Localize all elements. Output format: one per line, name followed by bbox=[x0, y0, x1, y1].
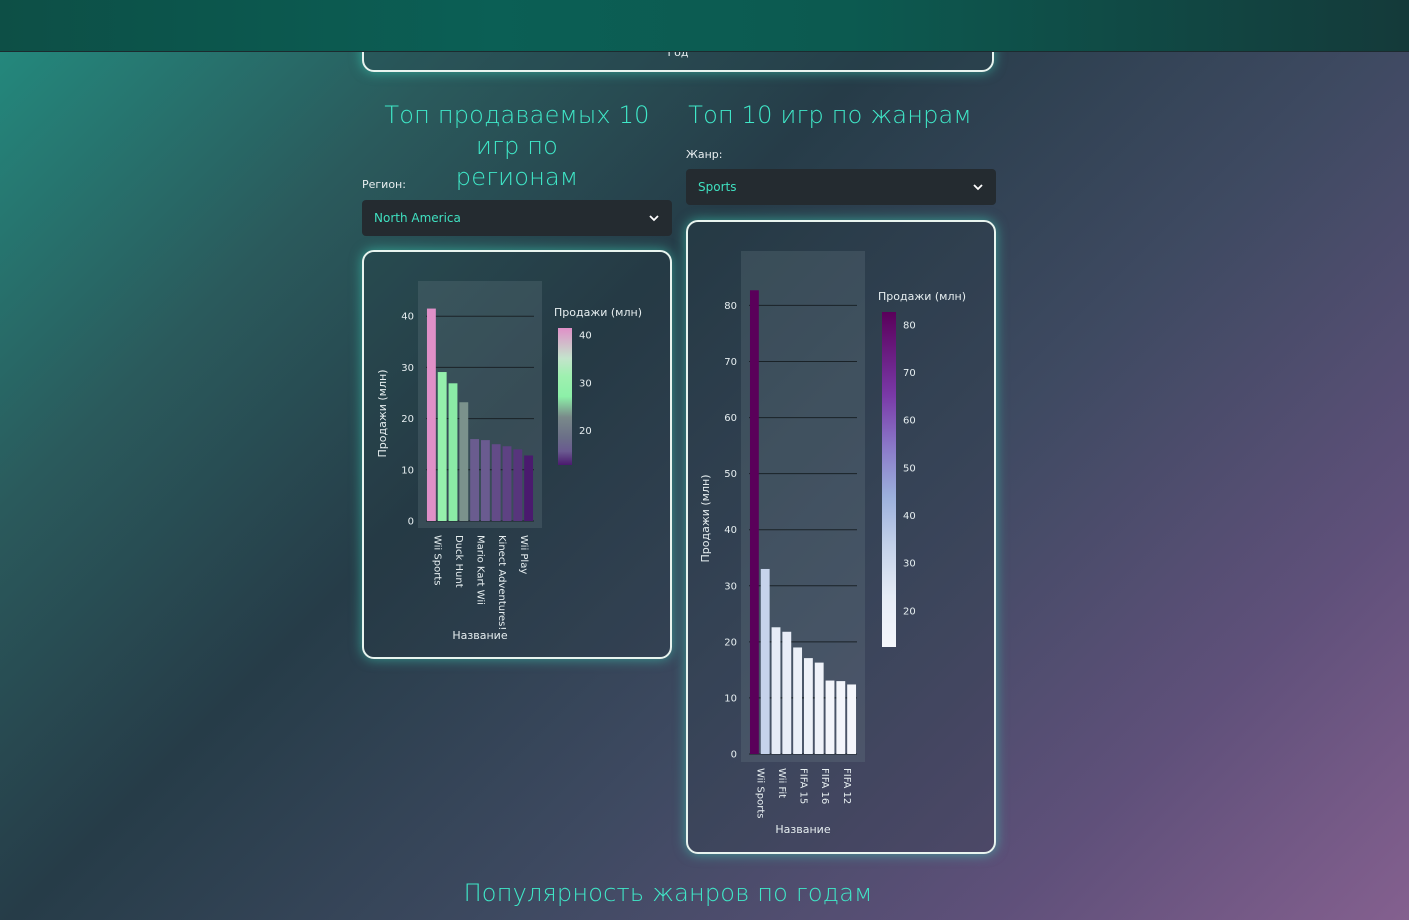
genre-top10-bar-chart: 0 10 20 30 40 50 60 70 80 Wii Sports Wii Fit FIFA 1… bbox=[699, 251, 966, 836]
x-axis-title: Название bbox=[775, 823, 830, 836]
colorbar-tick-label: 20 bbox=[579, 426, 592, 437]
y-tick-label: 60 bbox=[724, 413, 737, 424]
genre-dropdown[interactable]: Sports bbox=[686, 169, 996, 205]
bar bbox=[803, 658, 813, 754]
bar bbox=[437, 372, 447, 521]
x-tick-label: Kinect Adventures! bbox=[496, 535, 507, 630]
colorbar-tick-label: 50 bbox=[903, 463, 916, 474]
y-axis-title: Продажи (млн) bbox=[699, 475, 712, 563]
bar bbox=[480, 440, 490, 521]
y-tick-label: 30 bbox=[401, 363, 414, 374]
x-tick-label: FIFA 15 bbox=[798, 768, 809, 804]
colorbar-tick-label: 70 bbox=[903, 368, 916, 379]
genre-label: Жанр: bbox=[686, 148, 723, 161]
y-tick-label: 20 bbox=[724, 637, 737, 648]
y-tick-label: 80 bbox=[724, 301, 737, 312]
chart-1: 0 10 20 30 40 50 60 70 80 Wii Sports Wii Fit FIFA 1… bbox=[699, 251, 966, 836]
y-tick-label: 0 bbox=[731, 750, 737, 761]
genre-section-title: Топ 10 игр по жанрам bbox=[688, 101, 972, 129]
y-tick-label: 70 bbox=[724, 357, 737, 368]
top-navbar bbox=[0, 0, 1409, 52]
x-tick-label: Duck Hunt bbox=[453, 535, 464, 588]
bar bbox=[502, 446, 512, 521]
y-tick-label: 0 bbox=[408, 517, 414, 528]
x-tick-label: FIFA 16 bbox=[819, 768, 830, 804]
colorbar-tick-label: 40 bbox=[579, 331, 592, 342]
bar bbox=[782, 631, 792, 754]
region-top10-bar-chart: 0 10 20 30 40 Wii Sports Duck Hunt Mario Kart W… bbox=[376, 281, 642, 642]
bar bbox=[459, 402, 469, 521]
chevron-down-icon bbox=[649, 215, 659, 222]
chevron-down-icon bbox=[973, 184, 983, 191]
bar bbox=[749, 290, 759, 754]
x-tick-label: Wii Fit bbox=[776, 768, 787, 798]
plot-background bbox=[418, 281, 542, 528]
region-title-line1: Топ продаваемых 10 игр по bbox=[384, 101, 650, 160]
colorbar-tick-label: 60 bbox=[903, 416, 916, 427]
colorbar-title: Продажи (млн) bbox=[554, 306, 642, 319]
bar bbox=[771, 627, 781, 754]
x-tick-label: Wii Play bbox=[518, 535, 529, 574]
region-title-line2: регионам bbox=[455, 163, 579, 191]
y-tick-label: 40 bbox=[724, 525, 737, 536]
bar bbox=[426, 308, 436, 521]
bar bbox=[513, 449, 523, 521]
genre-chart-card: 0 10 20 30 40 50 60 70 80 Wii Sports Wii Fit FIFA 1… bbox=[686, 220, 996, 854]
bar bbox=[836, 681, 846, 754]
genre-popularity-title: Популярность жанров по годам bbox=[463, 879, 873, 907]
bar bbox=[793, 647, 803, 754]
y-tick-label: 10 bbox=[401, 465, 414, 476]
y-tick-label: 20 bbox=[401, 414, 414, 425]
y-tick-label: 50 bbox=[724, 469, 737, 480]
genre-selected-value: Sports bbox=[698, 180, 737, 194]
colorbar-tick-label: 20 bbox=[903, 606, 916, 617]
y-tick-label: 40 bbox=[401, 312, 414, 323]
x-tick-label: Wii Sports bbox=[431, 535, 442, 585]
x-axis-title: Название bbox=[452, 629, 507, 642]
region-chart-card: 0 10 20 30 40 Wii Sports Duck Hunt Mario Kart W… bbox=[362, 250, 672, 659]
colorbar-title: Продажи (млн) bbox=[878, 290, 966, 303]
x-tick-label: Mario Kart Wii bbox=[475, 535, 486, 605]
colorbar-tick-label: 30 bbox=[903, 559, 916, 570]
x-tick-label: FIFA 12 bbox=[841, 768, 852, 804]
bar bbox=[825, 680, 835, 754]
colorbar-tick-label: 40 bbox=[903, 511, 916, 522]
region-selected-value: North America bbox=[374, 211, 461, 225]
region-label: Регион: bbox=[362, 178, 406, 191]
colorbar bbox=[558, 328, 572, 465]
plot-background bbox=[741, 251, 865, 762]
chart-0: 0 10 20 30 40 Wii Sports Duck Hunt Mario Kart W… bbox=[376, 281, 642, 642]
bar bbox=[524, 455, 534, 521]
colorbar-tick-label: 80 bbox=[903, 320, 916, 331]
bar bbox=[448, 383, 458, 521]
colorbar-tick-label: 30 bbox=[579, 378, 592, 389]
region-section-title: Топ продаваемых 10 игр по регионам bbox=[362, 100, 672, 193]
colorbar bbox=[882, 312, 896, 647]
y-tick-label: 10 bbox=[724, 693, 737, 704]
bar bbox=[470, 439, 480, 521]
x-tick-label: Wii Sports bbox=[754, 768, 765, 818]
bar bbox=[847, 684, 857, 754]
bar bbox=[491, 444, 501, 521]
y-tick-label: 30 bbox=[724, 581, 737, 592]
bar bbox=[760, 568, 770, 754]
y-axis-title: Продажи (млн) bbox=[376, 370, 389, 458]
region-dropdown[interactable]: North America bbox=[362, 200, 672, 236]
bar bbox=[814, 662, 824, 754]
